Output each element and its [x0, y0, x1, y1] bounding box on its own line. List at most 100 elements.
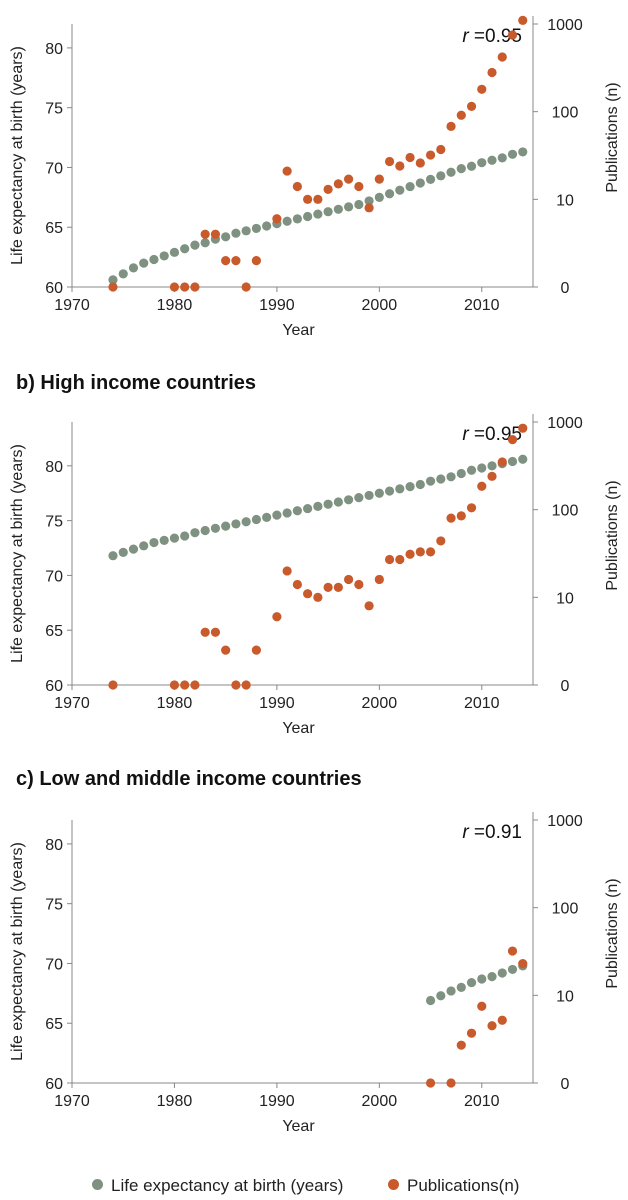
life-expectancy-point: [395, 185, 405, 195]
publication-point: [354, 579, 364, 590]
life-expectancy-point: [395, 484, 405, 494]
life-expectancy-point: [456, 982, 466, 992]
y2-tick-label: 100: [552, 105, 579, 122]
life-expectancy-point: [149, 254, 159, 265]
life-expectancy-point: [190, 240, 200, 250]
legend-item-publications: Publications(n): [388, 1176, 519, 1196]
life-expectancy-point: [456, 164, 466, 174]
x-axis-title: Year: [282, 720, 315, 737]
publication-point: [395, 554, 405, 565]
publication-point: [497, 457, 507, 467]
publication-point: [333, 582, 343, 592]
y2-tick-label: 0: [561, 678, 570, 695]
x-tick-label: 2010: [464, 297, 500, 314]
y-tick-label: 70: [45, 568, 63, 585]
publication-point: [221, 645, 231, 655]
panel-c-title: c) Low and middle income countries: [16, 768, 362, 790]
life-expectancy-point: [231, 519, 241, 529]
life-expectancy-point: [272, 510, 282, 520]
correlation-r-symbol: r: [462, 822, 474, 843]
publication-point: [231, 256, 241, 266]
publication-point: [466, 1028, 477, 1038]
x-tick-label: 2010: [464, 695, 500, 712]
life-expectancy-point: [497, 153, 507, 163]
publication-point: [405, 549, 415, 559]
life-expectancy-point: [477, 463, 487, 473]
life-expectancy-point: [425, 476, 436, 486]
publication-point: [507, 946, 518, 956]
x-tick-label: 1990: [259, 695, 295, 712]
y-tick-label: 60: [45, 1076, 63, 1093]
life-expectancy-point: [282, 216, 292, 226]
publication-point: [415, 158, 425, 168]
x-axis-title: Year: [282, 322, 315, 339]
publication-point: [303, 589, 313, 599]
publication-point: [518, 959, 528, 969]
publication-point: [313, 592, 323, 602]
publication-point: [364, 203, 374, 213]
life-expectancy-point: [344, 202, 354, 212]
publication-point: [323, 582, 333, 592]
correlation-r-symbol: r: [462, 424, 474, 445]
life-expectancy-point: [436, 474, 446, 484]
life-expectancy-point: [241, 226, 251, 236]
y-tick-label: 80: [45, 459, 63, 476]
publication-point: [477, 481, 487, 491]
life-expectancy-point: [292, 506, 302, 516]
life-expectancy-point: [446, 472, 456, 482]
y-tick-label: 75: [45, 897, 63, 914]
life-expectancy-point: [149, 537, 159, 548]
publication-point: [190, 680, 200, 690]
publication-point: [518, 423, 528, 433]
y-tick-label: 75: [45, 101, 63, 118]
life-expectancy-point: [262, 512, 272, 522]
life-expectancy-point: [323, 499, 333, 509]
legend-label-publications: Publications(n): [407, 1176, 520, 1195]
publication-point: [108, 680, 118, 690]
life-expectancy-point: [303, 503, 313, 514]
chart-panel-c: 1970 1980 1990 2000 2010 60 65 70 75 80 0 10 100 1000…: [9, 812, 621, 1135]
publication-point: [210, 229, 221, 239]
life-expectancy-point: [282, 508, 292, 518]
y-tick-label: 70: [45, 956, 63, 973]
publication-point: [282, 566, 292, 576]
life-expectancy-point: [415, 178, 425, 188]
publication-point: [384, 554, 395, 565]
correlation-r-value: =0.91: [474, 822, 522, 843]
x-tick-label: 2000: [362, 297, 398, 314]
life-expectancy-point: [159, 251, 169, 261]
publication-point: [272, 612, 282, 622]
chart-panel-a: 1970 1980 1990 2000 2010 60 65 70 75 80 0 10 100 1000…: [9, 15, 621, 339]
chart-panel-b: 1970 1980 1990 2000 2010 60 65 70 75 80 0 10 100 1000…: [9, 414, 621, 737]
y-tick-label: 65: [45, 623, 63, 640]
life-expectancy-point: [108, 551, 118, 561]
publication-point: [180, 282, 190, 292]
y2-tick-label: 10: [556, 590, 574, 607]
publication-point: [241, 680, 251, 690]
life-expectancy-point: [425, 995, 436, 1006]
publication-point: [456, 511, 466, 521]
publication-point: [456, 110, 466, 120]
publication-point: [364, 601, 374, 611]
life-expectancy-point: [507, 964, 518, 975]
publication-point: [292, 579, 302, 590]
life-expectancy-point: [487, 155, 497, 165]
publication-point: [507, 434, 518, 445]
y-tick-label: 60: [45, 678, 63, 695]
y-axis-title: Life expectancy at birth (years): [9, 46, 26, 265]
life-expectancy-point: [139, 258, 149, 268]
life-expectancy-point: [487, 972, 497, 982]
x-tick-label: 1970: [54, 1093, 90, 1110]
x-axis-title: Year: [282, 1118, 315, 1135]
publication-point: [374, 574, 384, 585]
life-expectancy-point: [405, 181, 415, 192]
life-expectancy-point: [477, 974, 487, 984]
publication-point: [415, 547, 425, 557]
life-expectancy-point: [128, 263, 139, 273]
life-expectancy-point: [374, 488, 384, 498]
y-tick-label: 75: [45, 514, 63, 531]
life-expectancy-point: [354, 199, 364, 210]
publication-point: [425, 150, 436, 160]
life-expectancy-point: [436, 991, 446, 1001]
x-tick-label: 1980: [157, 1093, 193, 1110]
